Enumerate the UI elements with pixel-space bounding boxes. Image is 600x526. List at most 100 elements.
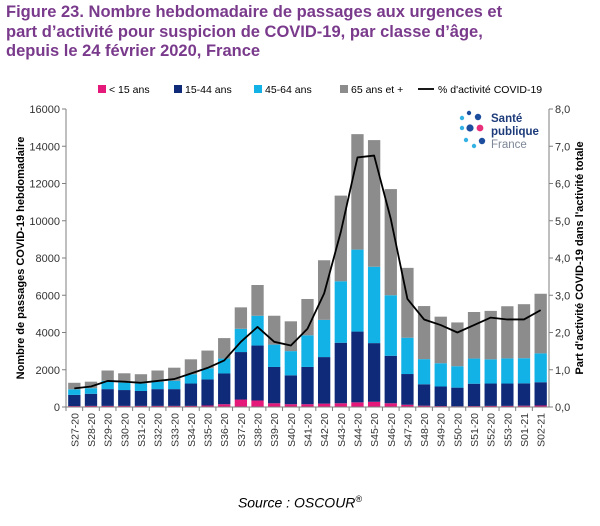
y-tick-label: 8000 [36,253,60,265]
bar-45-64-ans-S45-20 [367,266,381,344]
bar-45-64-ans-S53-20 [501,358,514,384]
bar-15-44-ans-S43-20 [334,342,347,404]
bar-15-44-ans-S39-20 [268,366,281,404]
x-tick-label-S02-21: S02-21 [536,413,548,447]
y2-tick-label: 5,0 [555,216,570,228]
bar-45-64-ans-S46-20 [384,295,397,356]
bar-15-44-ans-S42-20 [317,357,331,404]
bar-65-ans-et-S34-20 [184,359,198,375]
bar-15-44-ans-S37-20 [234,352,248,400]
y-tick-label: 4000 [36,328,60,340]
x-tick-label-S41-20: S41-20 [303,413,315,447]
x-tick-label-S49-20: S49-20 [436,413,448,447]
y2-tick-label: 0,0 [555,402,570,414]
bar-15-ans-S40-20 [284,404,297,407]
bar-15-ans-S42-20 [317,403,331,407]
bar-65-ans-et-S32-20 [151,370,164,382]
x-tick-label-S46-20: S46-20 [386,413,398,447]
bar-65-ans-et-S45-20 [367,140,381,267]
bar-15-44-ans-S45-20 [367,343,381,402]
x-tick-label-S01-21: S01-21 [519,413,531,447]
bar-15-44-ans-S28-20 [84,393,98,406]
x-tick-label-S31-20: S31-20 [136,413,148,447]
logo-dot [474,113,482,121]
bar-45-64-ans-S35-20 [201,368,214,380]
bar-45-64-ans-S28-20 [84,388,98,394]
bar-15-44-ans-S48-20 [417,384,431,406]
bar-45-64-ans-S38-20 [251,315,264,346]
y-tick-label: 14000 [29,141,60,153]
bar-65-ans-et-S40-20 [284,321,297,352]
bar-65-ans-et-S35-20 [201,350,214,369]
bar-15-ans-S34-20 [184,405,198,407]
legend: < 15 ans 15-44 ans 45-64 ans 65 ans et + % d… [98,84,542,96]
x-tick-label-S47-20: S47-20 [402,413,414,447]
bar-15-ans-S36-20 [218,404,231,407]
x-tick-label-S43-20: S43-20 [336,413,348,447]
logo-dot [471,143,477,149]
y-tick-label: 16000 [29,104,60,116]
y-axis-title: Nombre de passages COVID-19 hebdomadaire [15,137,27,380]
x-tick-label-S36-20: S36-20 [219,413,231,447]
legend-label-line: % d'activité COVID-19 [438,84,542,96]
bar-45-64-ans-S40-20 [284,351,297,376]
logo-dot [459,115,465,121]
logo-dot [466,110,472,116]
bar-65-ans-et-S38-20 [251,285,264,316]
legend-swatch-15-ans [98,85,106,93]
bar-15-ans-S29-20 [101,405,114,407]
y-tick-label: 6000 [36,290,60,302]
x-tick-label-S30-20: S30-20 [119,413,131,447]
bar-45-64-ans-S43-20 [334,281,347,343]
y2-tick-label: 6,0 [555,179,570,191]
source-text: Source : OSCOUR [237,494,356,511]
bar-15-44-ans-S31-20 [134,390,148,406]
bar-15-ans-S48-20 [417,405,431,407]
bar-15-ans-S35-20 [201,405,214,407]
bar-65-ans-et-S53-20 [501,306,514,359]
bar-15-44-ans-S27-20 [68,394,81,407]
bar-45-64-ans-S51-20 [467,358,481,384]
bars-layer [68,134,547,407]
bar-65-ans-et-S46-20 [384,189,397,296]
x-tick-label-S34-20: S34-20 [186,413,198,447]
x-tick-label-S28-20: S28-20 [86,413,98,447]
line-layer [74,154,542,390]
x-tick-label-S27-20: S27-20 [69,413,81,447]
y-tick-label: 10000 [29,216,60,228]
bar-15-44-ans-S44-20 [351,331,364,403]
bar-15-ans-S30-20 [118,405,131,407]
bar-15-ans-S28-20 [84,405,98,407]
bar-15-44-ans-S46-20 [384,355,397,404]
bar-45-64-ans-S31-20 [134,383,148,391]
bar-45-64-ans-S39-20 [268,344,281,367]
source-note: Source : OSCOUR® [0,494,600,511]
x-tick-label-S50-20: S50-20 [452,413,464,447]
bar-45-64-ans-S52-20 [484,359,497,384]
bar-15-44-ans-S41-20 [301,366,314,405]
bar-65-ans-et-S48-20 [417,306,431,360]
bar-15-44-ans-S35-20 [201,379,214,406]
logo-text-sante: Santé [491,113,522,125]
bar-45-64-ans-S37-20 [234,328,248,353]
logo-text-france: France [491,139,527,151]
y2-tick-label: 1,0 [555,365,570,377]
bar-65-ans-et-S36-20 [218,338,231,359]
x-tick-label-S45-20: S45-20 [369,413,381,447]
bar-15-44-ans-S33-20 [168,389,181,406]
line-covid-activity-share [74,154,542,390]
bar-65-ans-et-S02-21 [534,293,547,354]
bar-45-64-ans-S50-20 [451,366,464,388]
bar-15-ans-S37-20 [234,399,248,407]
bar-15-ans-S52-20 [484,405,497,407]
legend-swatch-65-ans-et [340,85,348,93]
legend-swatch-15-44-ans [174,85,182,93]
bar-15-44-ans-S40-20 [284,375,297,405]
bar-45-64-ans-S42-20 [317,319,331,358]
bar-15-ans-S41-20 [301,404,314,407]
legend-label-65-ans-et: 65 ans et + [351,84,403,96]
x-tick-label-S32-20: S32-20 [153,413,165,447]
bar-15-ans-S31-20 [134,405,148,407]
x-tick-label-S37-20: S37-20 [236,413,248,447]
